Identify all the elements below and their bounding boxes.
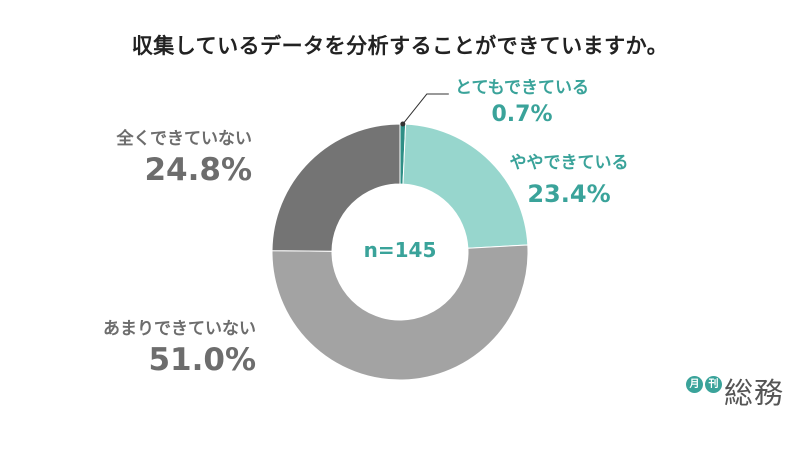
- label-not-much-name: あまりできていない: [103, 319, 256, 339]
- sample-size-label: n=145: [363, 238, 437, 262]
- label-somewhat-able-pct: 23.4%: [527, 180, 611, 208]
- slice-somewhat-able: [402, 123, 529, 249]
- label-not-at-all-pct: 24.8%: [144, 152, 252, 188]
- slice-not-at-all: [271, 123, 401, 252]
- slice-not-much: [271, 244, 529, 381]
- label-somewhat-able: ややできている 23.4%: [500, 152, 638, 214]
- label-not-at-all: 全くできていない 24.8%: [80, 128, 253, 190]
- label-not-much-pct: 51.0%: [148, 342, 256, 378]
- label-very-able: とてもできている 0.7%: [452, 77, 592, 131]
- chart-title: 収集しているデータを分析することができていますか。: [131, 34, 669, 58]
- logo-badge-left: 月: [686, 376, 703, 393]
- logo-wordmark: 総務: [724, 376, 785, 410]
- logo-badge-right: 刊: [705, 376, 722, 393]
- label-somewhat-able-name: ややできている: [509, 153, 629, 173]
- label-not-at-all-name: 全くできていない: [116, 129, 253, 149]
- leader-line: [402, 93, 449, 125]
- leader-dot: [400, 121, 406, 127]
- label-very-able-name: とてもできている: [455, 78, 589, 98]
- gekkan-soumu-logo: 月 刊 総務: [686, 370, 786, 410]
- label-not-much: あまりできていない 51.0%: [60, 318, 256, 380]
- label-very-able-pct: 0.7%: [491, 102, 553, 127]
